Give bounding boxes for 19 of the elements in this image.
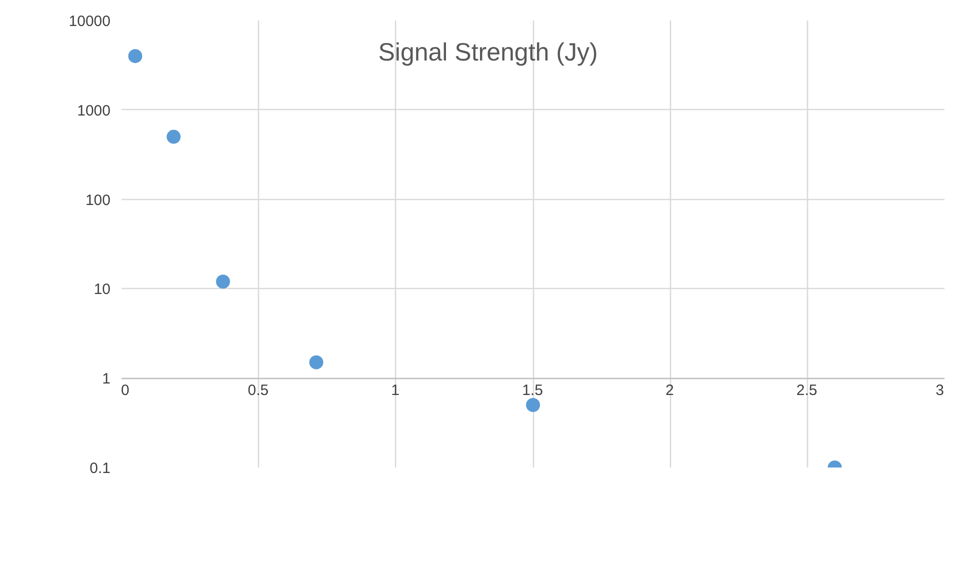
point — [166, 130, 181, 144]
x-tick-label: 0.5 — [248, 382, 269, 399]
y-tick-label: 1000 — [77, 102, 111, 120]
y-tick-label: 1 — [102, 370, 110, 388]
x-tick-label: 1 — [391, 382, 400, 399]
y-tick-label: 100 — [85, 192, 111, 209]
x-tick-label: 2 — [665, 382, 674, 399]
point — [128, 49, 142, 64]
x-tick-label: 3 — [936, 382, 944, 399]
x-tick-label: 1.5 — [522, 382, 543, 399]
point — [216, 274, 230, 289]
y-tick-label: 0.1 — [90, 460, 111, 477]
point — [526, 398, 540, 412]
y-tick-label: 10000 — [68, 13, 111, 30]
point — [309, 355, 324, 370]
text: Signal Strength (Jy) — [378, 38, 598, 66]
x-tick-label: 0 — [121, 382, 130, 399]
y-tick-label: 10 — [94, 281, 111, 298]
x-tick-label: 2.5 — [796, 382, 818, 399]
